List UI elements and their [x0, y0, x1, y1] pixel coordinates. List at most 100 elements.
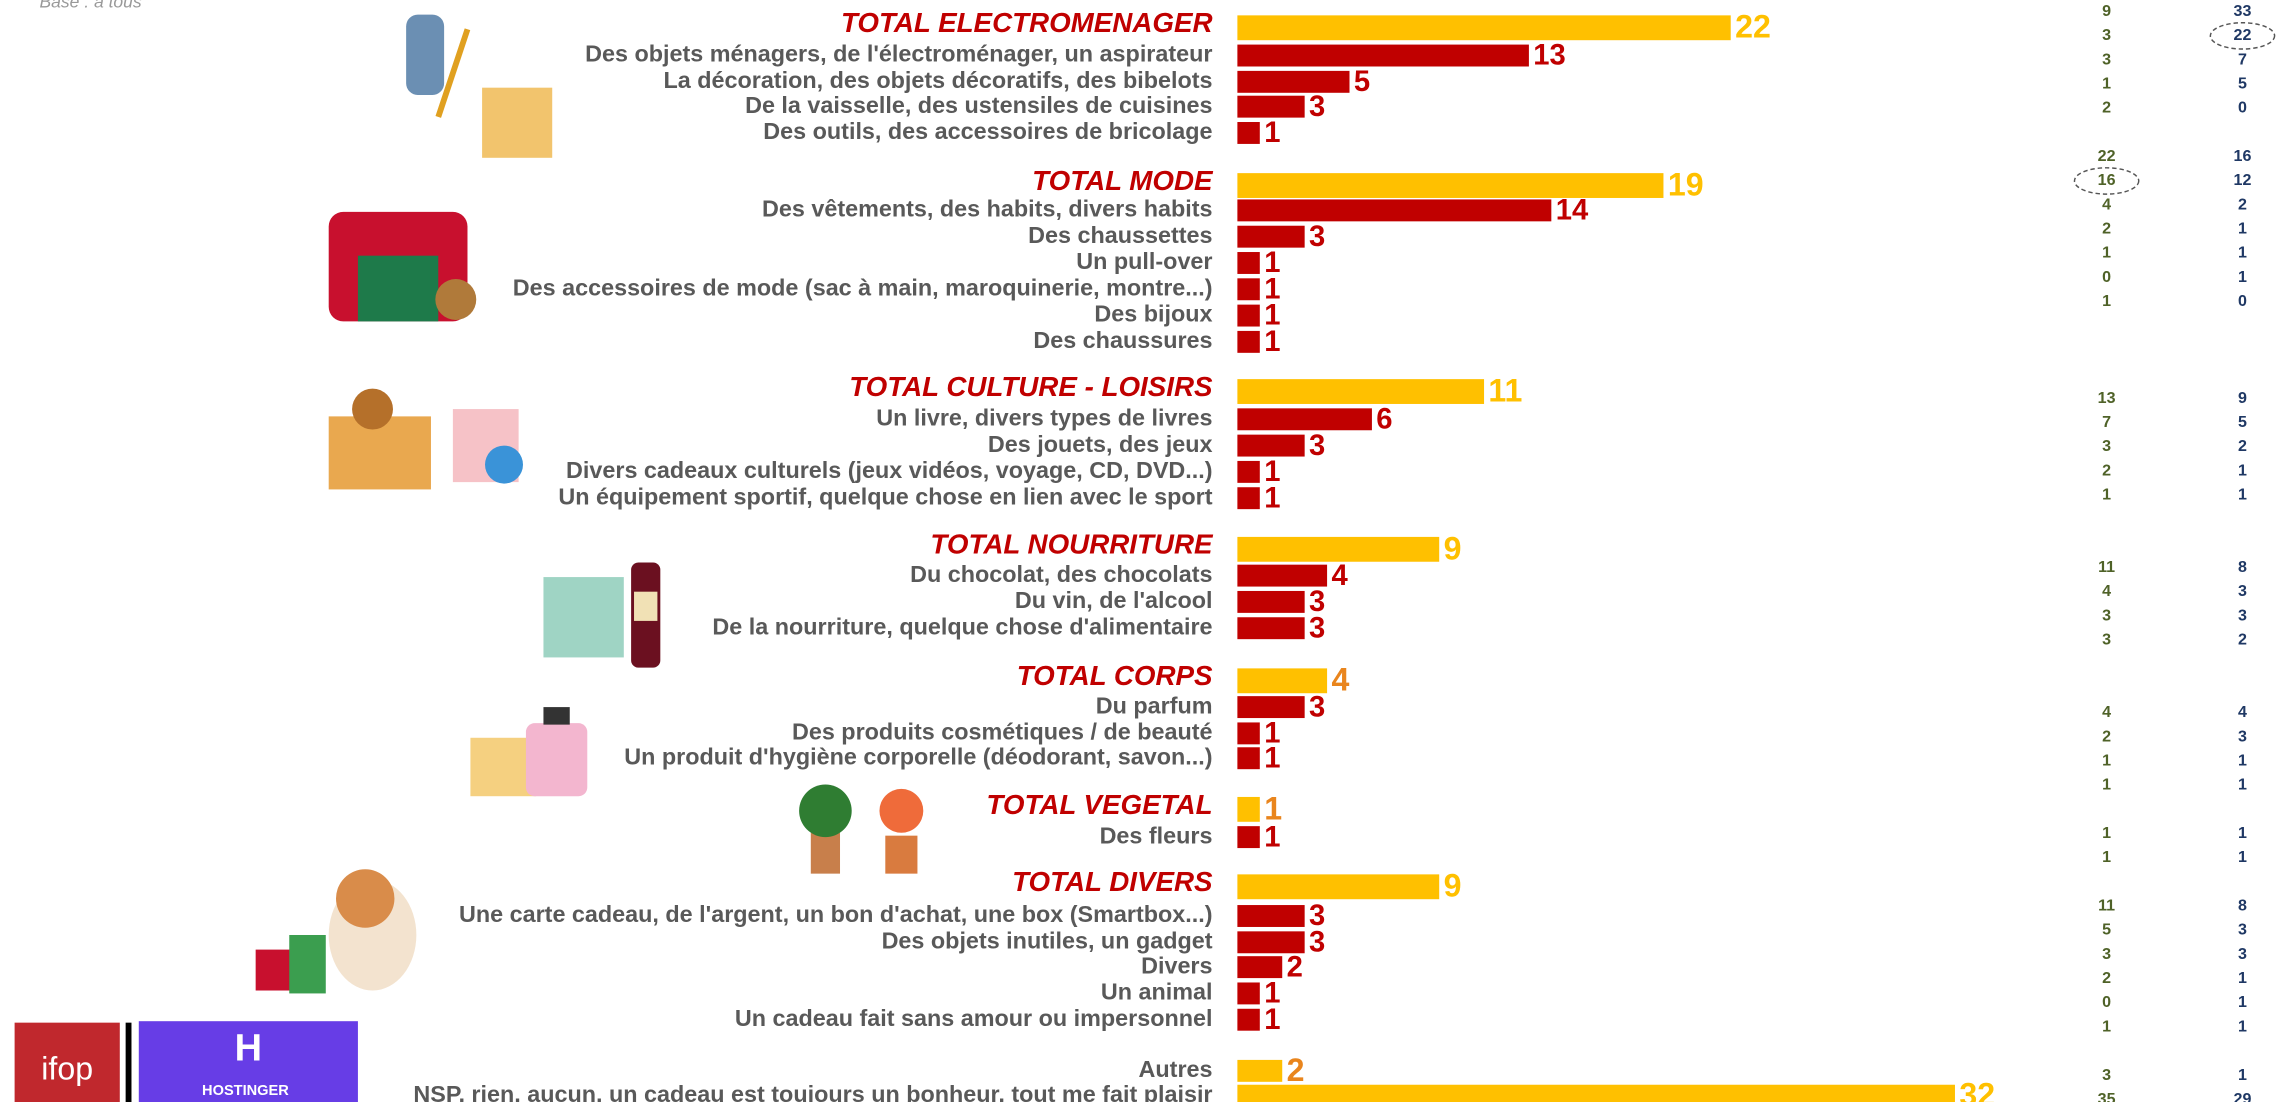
- category-label: Des chaussettes: [1028, 222, 1212, 248]
- category-label: Des chaussures: [1033, 327, 1212, 353]
- value-label: 1: [1264, 742, 1280, 774]
- table-number: 4: [2102, 195, 2111, 213]
- table-number: 1: [2238, 220, 2247, 238]
- bar: [1237, 696, 1304, 718]
- table-number: 3: [2102, 606, 2111, 624]
- total-label: TOTAL CULTURE - LOISIRS: [849, 371, 1213, 402]
- bar: [1237, 1009, 1259, 1031]
- bar: [1237, 226, 1304, 248]
- table-number: 2: [2238, 631, 2247, 649]
- value-label: 3: [1309, 612, 1325, 644]
- bar: [1237, 331, 1259, 353]
- table-number: 1: [2238, 848, 2247, 866]
- category-label: Divers cadeaux culturels (jeux vidéos, v…: [566, 457, 1213, 483]
- table-number: 11: [2098, 897, 2115, 915]
- table-number: 1: [2238, 824, 2247, 842]
- total-label: TOTAL DIVERS: [1012, 866, 1213, 897]
- category-label: Des outils, des accessoires de bricolage: [763, 118, 1212, 144]
- value-label: 32: [1959, 1077, 1995, 1102]
- value-label: 13: [1533, 40, 1565, 72]
- bar: [1237, 461, 1259, 483]
- total-label: TOTAL ELECTROMENAGER: [841, 7, 1213, 38]
- table-number: 3: [2238, 945, 2247, 963]
- table-number: 11: [2098, 558, 2115, 576]
- value-label: 19: [1668, 167, 1704, 203]
- table-number: 7: [2102, 413, 2111, 431]
- table-number: 1: [2102, 824, 2111, 842]
- bar: [1237, 1060, 1282, 1082]
- table-number: 1: [2238, 486, 2247, 504]
- value-label: 1: [1264, 117, 1280, 149]
- category-label: Autres: [1139, 1056, 1213, 1082]
- table-number: 3: [2102, 1066, 2111, 1084]
- bar: [1237, 747, 1259, 769]
- bar: [1237, 591, 1304, 613]
- table-number: 2: [2102, 99, 2111, 117]
- table-number: 9: [2238, 389, 2247, 407]
- value-label: 9: [1444, 530, 1462, 566]
- table-number: 2: [2102, 461, 2111, 479]
- table-number: 3: [2238, 582, 2247, 600]
- category-label: Un livre, divers types de livres: [876, 404, 1212, 430]
- logo-text: HOSTINGER: [202, 1083, 289, 1099]
- table-number: 3: [2102, 631, 2111, 649]
- category-label: Des jouets, des jeux: [988, 431, 1213, 457]
- category-label: Des objets inutiles, un gadget: [882, 927, 1213, 953]
- table-number: 7: [2238, 50, 2247, 68]
- table-number: 5: [2102, 921, 2111, 939]
- category-label: Du chocolat, des chocolats: [910, 561, 1212, 587]
- table-number: 22: [2234, 26, 2252, 44]
- bar: [1237, 173, 1663, 198]
- table-number: 3: [2238, 606, 2247, 624]
- table-number: 12: [2234, 171, 2252, 189]
- category-label: Divers: [1141, 952, 1212, 978]
- value-label: 11: [1488, 372, 1522, 408]
- category-label: Un équipement sportif, quelque chose en …: [558, 483, 1212, 509]
- value-label: 3: [1309, 221, 1325, 253]
- table-number: 1: [2102, 1017, 2111, 1035]
- table-number: 5: [2238, 413, 2247, 431]
- table-number: 1: [2102, 244, 2111, 262]
- bar: [1237, 435, 1304, 457]
- table-number: 1: [2238, 461, 2247, 479]
- table-number: 2: [2238, 437, 2247, 455]
- bar: [1237, 617, 1304, 639]
- value-label: 3: [1309, 691, 1325, 723]
- table-number: 1: [2102, 751, 2111, 769]
- table-number: 0: [2102, 268, 2111, 286]
- bar: [1237, 826, 1259, 848]
- bar: [1237, 45, 1529, 67]
- bar: [1237, 199, 1551, 221]
- bar: [1237, 379, 1484, 404]
- table-number: 35: [2098, 1090, 2116, 1102]
- category-label: Un animal: [1101, 979, 1213, 1005]
- table-number: 4: [2238, 703, 2247, 721]
- bar: [1237, 15, 1730, 40]
- category-label: De la nourriture, quelque chose d'alimen…: [712, 613, 1212, 639]
- bar: [1237, 905, 1304, 927]
- total-label: TOTAL MODE: [1032, 165, 1214, 196]
- category-label: Un cadeau fait sans amour ou impersonnel: [735, 1005, 1213, 1031]
- category-label: Des fleurs: [1100, 822, 1213, 848]
- table-number: 8: [2238, 558, 2247, 576]
- table-number: 3: [2102, 437, 2111, 455]
- value-label: 3: [1309, 430, 1325, 462]
- value-label: 1: [1264, 821, 1280, 853]
- category-label: De la vaisselle, des ustensiles de cuisi…: [745, 92, 1212, 118]
- value-label: 9: [1444, 868, 1462, 904]
- chart: Base : à tous ifop H HOSTINGER TOTAL ELE…: [0, 0, 2279, 1102]
- table-number: 0: [2238, 99, 2247, 117]
- table-number: 0: [2102, 993, 2111, 1011]
- value-label: 6: [1376, 403, 1392, 435]
- category-label: Une carte cadeau, de l'argent, un bon d'…: [459, 901, 1213, 927]
- table-number: 2: [2102, 969, 2111, 987]
- category-label: NSP, rien, aucun, un cadeau est toujours…: [413, 1081, 1212, 1102]
- table-number: 9: [2102, 2, 2111, 20]
- value-label: 2: [1287, 951, 1303, 983]
- table-number: 1: [2238, 993, 2247, 1011]
- value-label: 4: [1331, 662, 1349, 698]
- value-label: 1: [1264, 1004, 1280, 1036]
- bar: [1237, 252, 1259, 274]
- value-label: 22: [1735, 9, 1771, 45]
- category-label: Des vêtements, des habits, divers habits: [762, 196, 1213, 222]
